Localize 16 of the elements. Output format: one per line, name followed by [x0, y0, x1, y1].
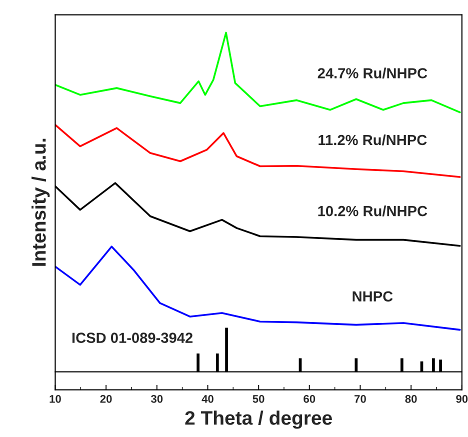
x-tick-label: 40	[202, 394, 214, 403]
series-label: 10.2% Ru/NHPC	[318, 206, 428, 216]
series-label: NHPC	[352, 291, 393, 302]
x-tick-label: 20	[100, 394, 112, 403]
y-axis-title: Intensity / a.u.	[32, 138, 50, 266]
x-tick-label: 60	[304, 394, 316, 403]
series-label: 11.2% Ru/NHPC	[318, 134, 427, 146]
x-tick-label: 90	[456, 394, 468, 403]
x-tick-label: 50	[252, 394, 264, 403]
x-tick-label: 80	[405, 394, 417, 403]
x-tick-label: 30	[150, 394, 163, 403]
x-tick-label: 10	[50, 394, 61, 403]
series-label: ICSD 01-089-3942	[72, 332, 193, 344]
series-label: 24.7% Ru/NHPC	[318, 68, 428, 79]
x-tick-label: 70	[354, 394, 366, 403]
x-axis-title: 2 Theta / degree	[185, 410, 332, 429]
